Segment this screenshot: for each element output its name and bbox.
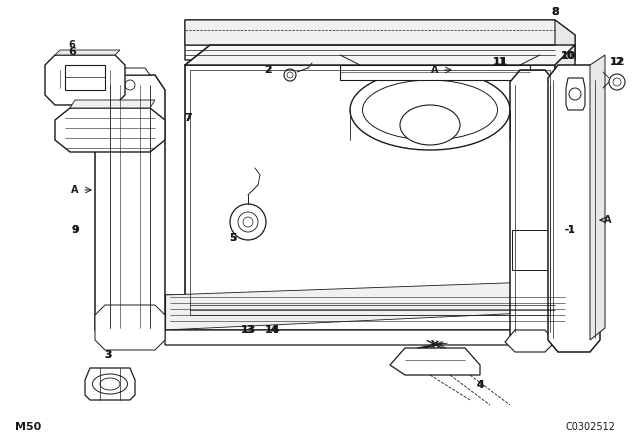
- Text: 7: 7: [184, 113, 191, 123]
- Text: M50: M50: [15, 422, 41, 432]
- Text: 4: 4: [477, 380, 483, 390]
- Ellipse shape: [400, 105, 460, 145]
- Polygon shape: [185, 20, 575, 60]
- Polygon shape: [55, 50, 120, 55]
- Polygon shape: [165, 280, 590, 330]
- Polygon shape: [510, 70, 555, 345]
- Circle shape: [609, 74, 625, 90]
- Polygon shape: [70, 100, 155, 108]
- Polygon shape: [115, 68, 150, 75]
- Text: 10: 10: [561, 51, 575, 61]
- Polygon shape: [95, 305, 165, 350]
- Text: 2: 2: [264, 65, 272, 75]
- Polygon shape: [185, 65, 555, 320]
- Text: 9: 9: [71, 225, 79, 235]
- Text: 8: 8: [551, 7, 559, 17]
- Text: 2: 2: [264, 65, 271, 75]
- Polygon shape: [555, 20, 575, 60]
- Text: 8: 8: [551, 7, 559, 17]
- Circle shape: [230, 204, 266, 240]
- Text: 7: 7: [184, 113, 192, 123]
- Polygon shape: [185, 20, 575, 45]
- Text: 12: 12: [609, 57, 625, 67]
- Polygon shape: [512, 230, 548, 270]
- Polygon shape: [185, 45, 575, 65]
- Polygon shape: [190, 295, 570, 320]
- Polygon shape: [590, 55, 605, 340]
- Polygon shape: [55, 108, 165, 152]
- Polygon shape: [548, 65, 600, 352]
- Text: 12: 12: [611, 57, 624, 67]
- Text: -1: -1: [564, 225, 575, 235]
- Polygon shape: [85, 368, 135, 400]
- Text: 13: 13: [241, 325, 255, 335]
- Polygon shape: [340, 65, 530, 80]
- Text: 4: 4: [476, 380, 484, 390]
- Polygon shape: [566, 78, 585, 110]
- Text: 3: 3: [104, 350, 111, 360]
- Text: 13: 13: [240, 325, 256, 335]
- Text: 11: 11: [493, 57, 507, 67]
- Text: 9: 9: [72, 225, 78, 235]
- Polygon shape: [165, 280, 590, 330]
- Polygon shape: [165, 310, 590, 345]
- Ellipse shape: [350, 70, 510, 150]
- Text: -1: -1: [564, 225, 575, 235]
- Text: A: A: [431, 65, 439, 75]
- Text: 10: 10: [560, 51, 576, 61]
- Ellipse shape: [100, 378, 120, 390]
- Text: 14: 14: [264, 325, 280, 335]
- Polygon shape: [555, 45, 575, 320]
- Polygon shape: [95, 75, 165, 340]
- Text: 14: 14: [265, 325, 279, 335]
- Text: C0302512: C0302512: [565, 422, 615, 432]
- Text: A: A: [604, 215, 612, 225]
- Polygon shape: [65, 65, 105, 90]
- Text: A: A: [71, 185, 79, 195]
- Text: 6: 6: [68, 40, 76, 50]
- Text: 6: 6: [68, 47, 76, 57]
- Ellipse shape: [93, 374, 127, 394]
- Ellipse shape: [362, 80, 497, 140]
- Polygon shape: [390, 348, 480, 375]
- Text: 3: 3: [104, 350, 112, 360]
- Text: 5: 5: [230, 233, 236, 243]
- Text: 5: 5: [229, 233, 237, 243]
- Polygon shape: [45, 55, 125, 105]
- Polygon shape: [505, 330, 555, 352]
- Text: 11: 11: [492, 57, 508, 67]
